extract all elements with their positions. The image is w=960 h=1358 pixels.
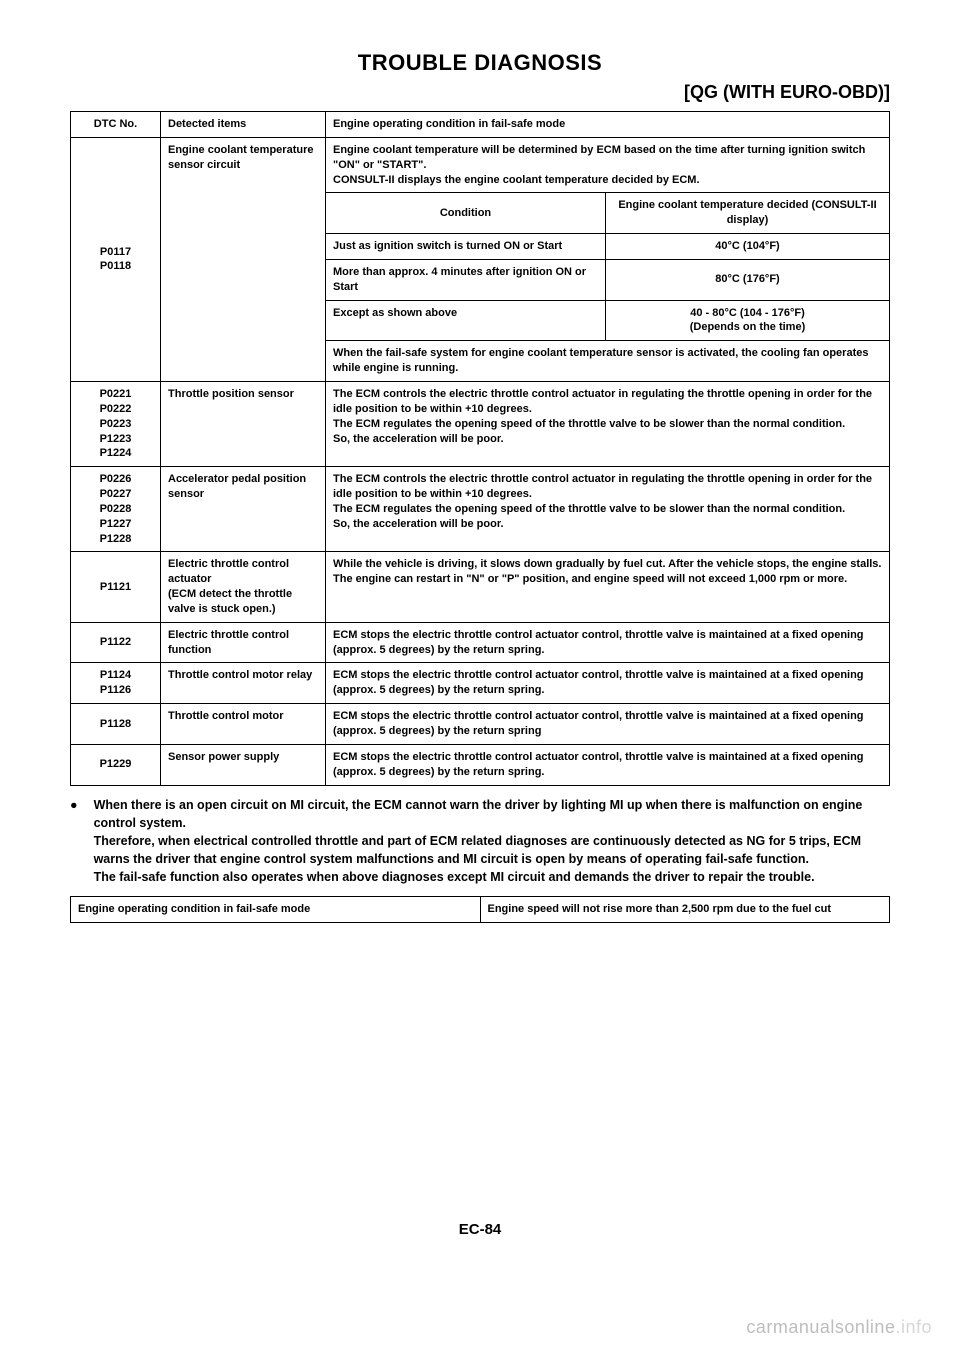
cell-dtc: P0221 P0222 P0223 P1223 P1224	[71, 381, 161, 466]
cell-item: Electric throttle control function	[161, 622, 326, 663]
failsafe-summary-table: Engine operating condition in fail-safe …	[70, 896, 890, 923]
watermark-text-1: carmanualsonline	[746, 1317, 895, 1337]
th-dtc: DTC No.	[71, 112, 161, 138]
th-cond: Engine operating condition in fail-safe …	[326, 112, 890, 138]
cell-item: Sensor power supply	[161, 744, 326, 785]
table-row: Engine operating condition in fail-safe …	[71, 897, 890, 923]
cell-item: Electric throttle control actuator (ECM …	[161, 552, 326, 622]
cell-desc: ECM stops the electric throttle control …	[326, 663, 890, 704]
cell-dtc: P1122	[71, 622, 161, 663]
sub-cond: More than approx. 4 minutes after igniti…	[326, 259, 606, 300]
sub-cond: Except as shown above	[326, 300, 606, 341]
cell-desc: The ECM controls the electric throttle c…	[326, 381, 890, 466]
summary-right: Engine speed will not rise more than 2,5…	[480, 897, 890, 923]
table-row: P1122 Electric throttle control function…	[71, 622, 890, 663]
cell-dtc: P1124 P1126	[71, 663, 161, 704]
failsafe-table: DTC No. Detected items Engine operating …	[70, 111, 890, 786]
section-heading: [QG (WITH EURO-OBD)]	[70, 82, 890, 103]
th-item: Detected items	[161, 112, 326, 138]
table-row: P1124 P1126 Throttle control motor relay…	[71, 663, 890, 704]
cell-item: Throttle position sensor	[161, 381, 326, 466]
cell-item: Throttle control motor relay	[161, 663, 326, 704]
sub-temp: 40 - 80°C (104 - 176°F) (Depends on the …	[606, 300, 890, 341]
watermark-text-2: .info	[895, 1317, 932, 1337]
watermark: carmanualsonline.info	[746, 1317, 932, 1338]
summary-left: Engine operating condition in fail-safe …	[71, 897, 481, 923]
bullet-paragraph: ● When there is an open circuit on MI ci…	[70, 796, 890, 887]
bullet-text: When there is an open circuit on MI circ…	[94, 796, 890, 887]
table-row: P0117 P0118 Engine coolant temperature s…	[71, 137, 890, 193]
sub-temp: 40°C (104°F)	[606, 234, 890, 260]
cell-dtc: P0117 P0118	[71, 137, 161, 381]
table-row: P1229 Sensor power supply ECM stops the …	[71, 744, 890, 785]
cell-item: Engine coolant temperature sensor circui…	[161, 137, 326, 381]
page-title: TROUBLE DIAGNOSIS	[70, 50, 890, 76]
sub-cond: Just as ignition switch is turned ON or …	[326, 234, 606, 260]
cell-dtc: P0226 P0227 P0228 P1227 P1228	[71, 467, 161, 552]
cell-desc: ECM stops the electric throttle control …	[326, 622, 890, 663]
cell-desc: ECM stops the electric throttle control …	[326, 744, 890, 785]
page-container: TROUBLE DIAGNOSIS [QG (WITH EURO-OBD)] D…	[0, 0, 960, 1358]
cell-dtc: P1128	[71, 704, 161, 745]
table-header-row: DTC No. Detected items Engine operating …	[71, 112, 890, 138]
cell-desc: ECM stops the electric throttle control …	[326, 704, 890, 745]
bullet-dot-icon: ●	[70, 796, 78, 887]
table-row: P1128 Throttle control motor ECM stops t…	[71, 704, 890, 745]
cell-desc: The ECM controls the electric throttle c…	[326, 467, 890, 552]
table-row: P1121 Electric throttle control actuator…	[71, 552, 890, 622]
sub-temp: 80°C (176°F)	[606, 259, 890, 300]
cell-dtc: P1229	[71, 744, 161, 785]
subhead-condition: Condition	[326, 193, 606, 234]
page-number: EC-84	[0, 1221, 960, 1238]
table-row: P0226 P0227 P0228 P1227 P1228 Accelerato…	[71, 467, 890, 552]
cell-item: Accelerator pedal position sensor	[161, 467, 326, 552]
cell-dtc: P1121	[71, 552, 161, 622]
cell-desc: Engine coolant temperature will be deter…	[326, 137, 890, 193]
cell-desc: While the vehicle is driving, it slows d…	[326, 552, 890, 622]
table-row: P0221 P0222 P0223 P1223 P1224 Throttle p…	[71, 381, 890, 466]
cell-note: When the fail-safe system for engine coo…	[326, 341, 890, 382]
subhead-temp: Engine coolant temperature decided (CONS…	[606, 193, 890, 234]
cell-item: Throttle control motor	[161, 704, 326, 745]
